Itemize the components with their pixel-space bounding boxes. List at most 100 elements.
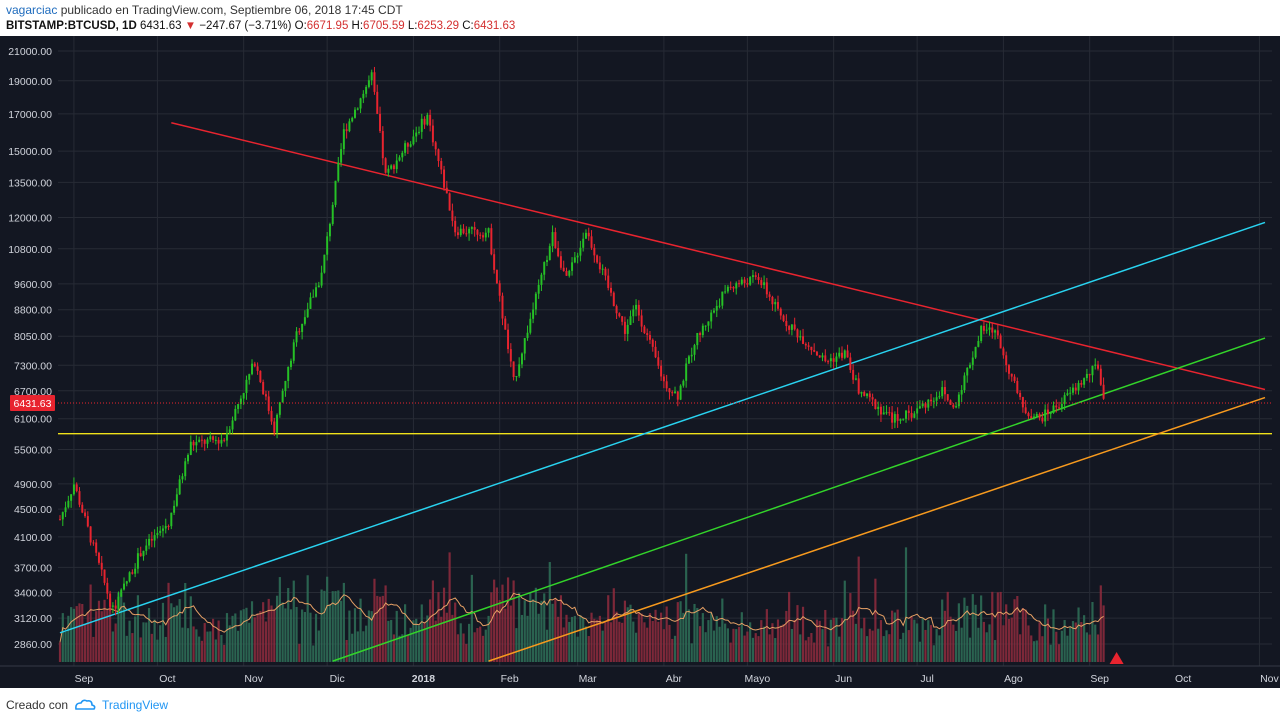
candle-body [448,193,451,211]
candle-body [841,352,843,358]
volume-bar [821,629,824,662]
candle-body [813,350,816,352]
candle-body [287,366,290,381]
candle-body [1041,417,1044,422]
created-with-label: Creado con [6,698,69,712]
volume-bar [526,615,529,662]
volume-bar [668,624,671,662]
cyan_channel-trendline [59,221,1266,634]
volume-bar [423,622,426,662]
volume-bar [818,620,821,662]
candle-body [351,117,354,122]
candle-body [615,306,618,314]
candle-body [534,293,537,310]
candle-body [443,169,446,188]
candle-body [459,228,462,236]
candle-body [192,441,195,446]
volume-bar [72,608,76,662]
candle-body [404,143,407,153]
volume-bar [289,609,293,662]
volume-bar [420,604,423,662]
candle-body [470,227,473,229]
candle-body [476,229,479,235]
volume-bar [250,601,254,662]
candle-body [843,350,846,358]
candle-body [671,392,674,394]
candle-body [910,412,913,418]
volume-bar [520,614,524,662]
volume-bar [334,591,337,662]
volume-bar [643,622,646,662]
x-tick-label: Dic [330,673,345,685]
candle-body [782,315,785,321]
volume-bar [161,602,165,662]
volume-bar [442,587,446,662]
volume-bar [267,598,270,662]
volume-bar [312,645,315,662]
volume-bar [515,628,518,662]
volume-bar [662,629,665,662]
candle-body [532,309,535,319]
volume-bar [1077,607,1080,662]
volume-bar [292,580,295,662]
volume-bar [473,632,476,662]
candle-body [251,363,254,375]
ohlc-close-label: C: [462,20,474,32]
candle-body [195,441,198,446]
candle-body [557,248,560,257]
candle-body [991,327,994,333]
candle-body [1088,373,1091,376]
author-link[interactable]: vagarciac [6,3,58,17]
candle-body [223,439,226,441]
volume-bar [426,615,429,662]
candle-body [114,605,117,609]
candle-body [982,325,985,331]
x-tick-label: Oct [1175,673,1191,685]
y-tick-label: 21000.00 [8,46,52,58]
volume-bar [765,609,768,662]
candle-body [568,270,571,276]
volume-bar [807,636,810,662]
volume-bar [1021,608,1024,662]
volume-bar [852,610,855,662]
volume-bar [373,578,376,662]
volume-bar [665,606,668,662]
candle-body [323,254,326,273]
volume-bar [298,643,301,662]
volume-bar [120,592,123,662]
volume-bar [128,620,131,662]
candle-body [818,355,821,358]
candle-body [418,131,420,133]
candle-body [473,227,476,230]
chart-area[interactable]: 6431.63 21000.00 19000.00 17000.00 15000.00 1… [0,36,1280,688]
candle-body [952,404,955,408]
y-tick-label: 7300.00 [14,360,52,372]
candle-body [829,358,832,362]
candle-body [214,439,217,441]
candle-body [100,562,103,570]
candle-body [916,408,919,414]
candle-body [490,228,493,255]
volume-bar [573,615,576,662]
candle-body [1030,416,1033,419]
candle-body [270,410,273,422]
y-tick-label: 4100.00 [14,532,52,544]
candle-body [242,392,245,399]
volume-bar [448,552,451,662]
volume-bar [537,613,540,662]
candle-body [896,414,899,421]
volume-bar [306,575,309,662]
volume-bar [456,634,460,662]
candle-body [866,393,869,396]
price-chart[interactable]: 6431.63 21000.00 19000.00 17000.00 15000.00 1… [0,36,1280,688]
tradingview-brand[interactable]: TradingView [102,698,169,712]
candle-body [117,596,120,609]
candle-body [712,310,715,313]
candle-body [150,538,153,541]
volume-bar [946,591,949,662]
candle-body [1038,414,1041,418]
volume-bar [348,610,351,662]
y-tick-label: 8050.00 [14,331,52,343]
candle-body [877,406,880,410]
volume-bar [551,603,554,662]
